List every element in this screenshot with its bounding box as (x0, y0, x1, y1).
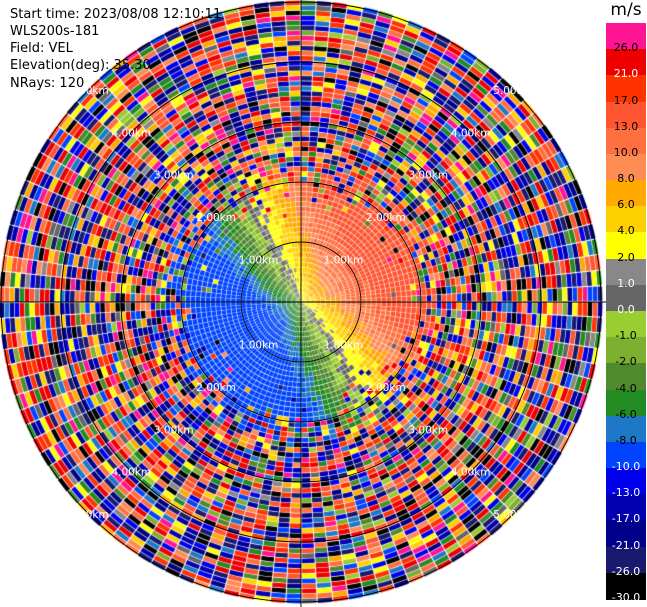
range-ring-label: 2.00km (366, 382, 406, 394)
range-ring-label: 5.00km (493, 509, 533, 521)
colorbar-swatch (606, 232, 646, 260)
nrays-label: NRays: 120 (10, 76, 85, 91)
colorbar-swatch (606, 180, 646, 207)
colorbar-swatch (606, 363, 646, 391)
colorbar-swatch (606, 415, 646, 443)
range-ring-label: 1.00km (239, 339, 279, 351)
colorbar-swatch (606, 101, 646, 129)
range-ring-label: 5.00km (493, 85, 533, 97)
colorbar-swatch (606, 441, 646, 469)
range-ring-label: 4.00km (111, 127, 151, 139)
colorbar-swatch (606, 153, 646, 181)
crosshair-axes (0, 0, 606, 607)
range-ring-label: 2.00km (196, 382, 236, 394)
start-time-label: Start time: 2023/08/08 12:10:11 (10, 7, 222, 22)
colorbar-swatch (606, 389, 646, 417)
colorbar-swatch (606, 206, 646, 234)
range-ring-label: 2.00km (366, 212, 406, 224)
colorbar-swatch (606, 127, 646, 155)
range-ring-label: 2.00km (196, 212, 236, 224)
colorbar-swatch (606, 23, 646, 50)
range-ring-label: 5.00km (69, 85, 109, 97)
range-ring-label: 3.00km (408, 424, 448, 436)
colorbar-swatch (606, 284, 646, 312)
colorbar-swatch (606, 572, 646, 600)
range-ring-label: 3.00km (408, 170, 448, 182)
colorbar: 26.0 21.0 17.0 13.0 10.0 8.0 6.0 4.0 2.0 1.0 0.0 -1… (606, 23, 646, 604)
colorbar-swatch (606, 49, 646, 76)
colorbar-swatch (606, 546, 646, 574)
range-ring-label: 4.00km (111, 467, 151, 479)
range-ring-label: 4.00km (451, 127, 491, 139)
colorbar-unit: m/s (610, 0, 642, 20)
field-label: Field: VEL (10, 41, 73, 56)
range-ring-label: 5.00km (69, 509, 109, 521)
range-ring-label: 1.00km (324, 255, 364, 267)
plot-metadata: Start time: 2023/08/08 12:10:11 WLS200s-… (10, 6, 221, 92)
range-ring-labels: 1.00km 1.00km 1.00km 1.00km 2.00km 2.00km 2.00… (69, 85, 533, 521)
instrument-label: WLS200s-181 (10, 24, 100, 39)
range-ring-label: 3.00km (154, 170, 194, 182)
elevation-label: Elevation(deg): 35.30 (10, 58, 151, 73)
colorbar-swatch (606, 468, 646, 495)
colorbar-swatch (606, 258, 646, 286)
range-ring-label: 3.00km (154, 424, 194, 436)
colorbar-swatch (606, 75, 646, 103)
colorbar-swatch (606, 337, 646, 364)
range-ring-label: 1.00km (324, 339, 364, 351)
range-ring-label: 4.00km (451, 467, 491, 479)
range-ring-label: 1.00km (239, 255, 279, 267)
colorbar-swatch (606, 494, 646, 522)
colorbar-swatch (606, 520, 646, 548)
colorbar-swatch (606, 311, 646, 338)
